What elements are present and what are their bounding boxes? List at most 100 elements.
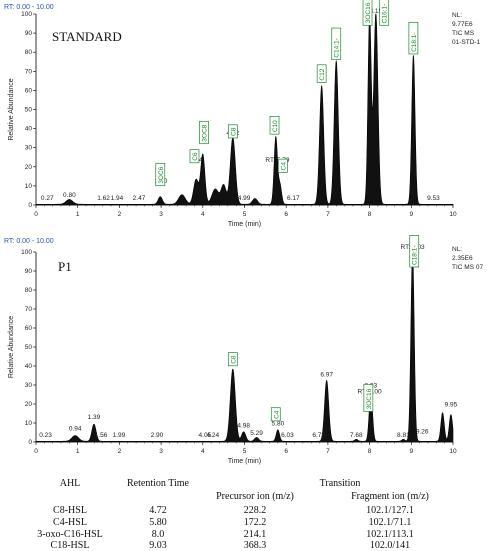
compound-label: C14:1- bbox=[331, 27, 342, 61]
chromatogram-standard: RT: 0.00 - 10.00 STANDARD NL: 9.77E6 TIC MS 0… bbox=[4, 0, 481, 228]
row-1-rt: 4.72 bbox=[149, 505, 167, 516]
rt-label: 5.80 bbox=[272, 421, 285, 428]
y-tick-label: 0 bbox=[28, 202, 32, 209]
compound-label: C8 bbox=[227, 352, 238, 367]
x-axis-label: Time (min) bbox=[228, 458, 261, 465]
row-4-rt: 9.03 bbox=[149, 540, 167, 551]
chromatogram-trace bbox=[35, 13, 454, 206]
compound-label-text: C14:1- bbox=[334, 38, 341, 58]
x-tick-label: 4 bbox=[201, 211, 205, 218]
compound-label: 3OC6 bbox=[155, 162, 166, 187]
compound-label-text: C4 bbox=[273, 410, 280, 419]
row-4-fragment: 102.0/141 bbox=[369, 540, 411, 551]
x-tick-label: 0 bbox=[34, 448, 38, 455]
y-tick-label: 60 bbox=[25, 87, 33, 94]
compound-label: C18:1- bbox=[409, 235, 420, 268]
y-tick-label: 50 bbox=[25, 107, 33, 114]
ahl-table: AHL Retention Time Transition Precursor … bbox=[0, 472, 497, 551]
x-tick-label: 8 bbox=[368, 448, 372, 455]
compound-label: C16:1- bbox=[379, 0, 390, 26]
header-fragment: Fragment ion (m/z) bbox=[351, 491, 429, 502]
compound-label-box bbox=[189, 149, 200, 164]
compound-label: 3OC16 bbox=[363, 384, 374, 412]
compound-label-text: 3OC16 bbox=[365, 2, 372, 23]
rt-label: 8.15 bbox=[370, 8, 383, 15]
row-1-precursor: 228.2 bbox=[243, 505, 267, 516]
compound-label-box bbox=[269, 115, 280, 135]
rt-label: 4.24 bbox=[206, 432, 219, 439]
x-tick-label: 7 bbox=[326, 211, 330, 218]
rt-label: 2.47 bbox=[133, 195, 146, 202]
rt-label: 0.94 bbox=[69, 425, 82, 432]
compound-label: 3OC8 bbox=[199, 120, 209, 145]
header-retention-time: Retention Time bbox=[127, 478, 189, 489]
row-2-fragment: 102.1/71.1 bbox=[368, 517, 412, 528]
row-3-precursor: 214.1 bbox=[243, 529, 267, 540]
y-tick-label: 40 bbox=[25, 126, 33, 133]
rt-label: 1.99 bbox=[113, 432, 126, 439]
y-tick-label: 20 bbox=[25, 401, 33, 408]
compound-label-box bbox=[362, 0, 373, 26]
rt-label: 5.29 bbox=[250, 430, 263, 437]
row-2-ahl: C4-HSL bbox=[53, 517, 87, 528]
row-4-precursor: 368.3 bbox=[243, 540, 267, 551]
compound-label-text: C8 bbox=[230, 127, 237, 136]
info-line: 01-STD-1 bbox=[452, 39, 481, 46]
y-tick-label: 20 bbox=[25, 164, 33, 171]
x-tick-label: 1 bbox=[76, 448, 80, 455]
compound-label-box bbox=[409, 235, 420, 268]
compound-label-box bbox=[363, 384, 374, 412]
compound-label-box bbox=[199, 120, 209, 145]
header-transition: Transition bbox=[319, 478, 361, 489]
x-tick-label: 3 bbox=[159, 448, 163, 455]
compound-label-text: C6 bbox=[192, 152, 199, 161]
rt-label: 4.99 bbox=[238, 195, 251, 202]
info-line: NL: bbox=[452, 246, 462, 253]
compound-label-text: 3OC8 bbox=[202, 124, 209, 141]
info-line: TIC MS 07 bbox=[452, 264, 483, 271]
compound-label-text: C8 bbox=[230, 355, 237, 364]
x-tick-label: 9 bbox=[409, 448, 413, 455]
rt-label: 6.03 bbox=[281, 432, 294, 439]
rt-label: 0.80 bbox=[63, 192, 76, 199]
y-tick-label: 40 bbox=[25, 363, 33, 370]
row-1-ahl: C8-HSL bbox=[53, 505, 87, 516]
rt-label: 1.62 bbox=[97, 195, 110, 202]
chromatogram-trace bbox=[35, 250, 454, 443]
row-2-precursor: 172.2 bbox=[243, 517, 267, 528]
y-tick-label: 30 bbox=[25, 382, 33, 389]
compound-label-box bbox=[316, 64, 327, 83]
compound-label-box bbox=[155, 162, 166, 187]
row-3-rt: 8.0 bbox=[151, 529, 165, 540]
y-tick-label: 30 bbox=[25, 145, 33, 152]
rt-label: 4.05 bbox=[199, 432, 212, 439]
y-tick-label: 50 bbox=[25, 344, 33, 351]
x-tick-label: 3 bbox=[159, 211, 163, 218]
compound-label-box bbox=[227, 352, 238, 367]
compound-label-text: C18:1- bbox=[411, 32, 418, 52]
y-tick-label: 100 bbox=[21, 249, 32, 256]
row-3-fragment: 102.1/113.1 bbox=[366, 529, 414, 540]
compound-label: C6 bbox=[189, 149, 200, 164]
x-tick-label: 6 bbox=[284, 211, 288, 218]
compound-label: C12 bbox=[316, 64, 327, 83]
rt-range-label: RT: 0.00 - 10.00 bbox=[4, 4, 54, 11]
compound-label-box bbox=[331, 27, 342, 61]
rt-label: 4.98 bbox=[237, 423, 250, 430]
rt-label: 1.94 bbox=[111, 195, 124, 202]
rt-range-label: RT: 0.00 - 10.00 bbox=[4, 238, 54, 245]
info-line: 2.35E6 bbox=[452, 255, 473, 262]
x-tick-label: 8 bbox=[368, 211, 372, 218]
x-tick-label: 7 bbox=[326, 448, 330, 455]
y-tick-label: 80 bbox=[25, 287, 33, 294]
x-tick-label: 2 bbox=[118, 211, 122, 218]
info-line: TIC MS bbox=[452, 30, 475, 37]
compound-label: C4 bbox=[270, 407, 281, 422]
x-tick-label: 4 bbox=[201, 448, 205, 455]
compound-label-box bbox=[227, 124, 238, 139]
compound-label-text: C16:1- bbox=[382, 4, 389, 24]
header-precursor: Precursor ion (m/z) bbox=[216, 491, 294, 502]
y-axis-label: Relative Abundance bbox=[8, 78, 15, 140]
rt-label: 7.68 bbox=[350, 432, 363, 439]
compound-label-text: C18:1- bbox=[412, 245, 419, 265]
